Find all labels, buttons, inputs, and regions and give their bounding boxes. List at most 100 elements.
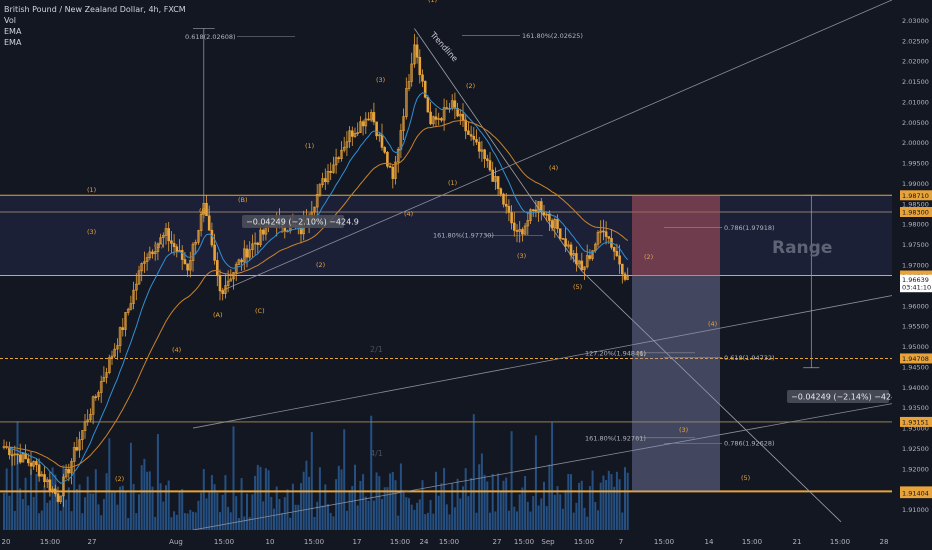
volume-bar [111,492,113,530]
volume-bar [399,463,402,530]
volume-bar [16,421,19,530]
candle-body [548,213,551,221]
candle-body [583,266,586,271]
candle-body [216,260,219,277]
volume-bar [248,517,251,530]
volume-bar [510,431,513,530]
candle-body [458,113,462,117]
volume-bar [224,475,227,530]
volume-bar [532,496,535,530]
volume-bar [345,510,348,530]
candle-body [477,141,481,152]
candle-body [332,164,335,173]
time-tick: 7 [619,538,623,546]
wave-label: (3) [679,426,688,434]
volume-bar [92,493,95,530]
candle-body [442,107,446,121]
volume-bar [19,488,22,530]
stop-zone [632,195,720,276]
volume-bar [8,495,11,530]
volume-bar [35,473,38,530]
volume-bar [175,514,178,530]
price-tag-label: 1.96639 [902,276,929,284]
candle-body [496,176,500,189]
symbol-title[interactable]: British Pound / New Zealand Dollar, 4h, … [4,5,186,14]
price-tick: 1.94500 [902,363,929,371]
volume-bar [405,497,408,530]
candle-body [391,166,395,179]
wave-label: (2) [316,261,325,269]
candle-body [615,250,619,257]
candle-body [475,139,478,143]
candle-body [72,447,76,462]
volume-bar [337,465,340,530]
volume-bar [59,510,62,530]
candle-body [334,157,338,166]
candle-body [191,243,195,261]
wave-label: (4) [708,320,717,328]
volume-bar [321,505,324,530]
volume-bar [170,517,173,530]
candle-body [113,348,116,357]
candle-body [575,253,578,265]
volume-bar [605,479,608,530]
candle-body [386,152,389,167]
candle-body [577,260,581,265]
candle-body [553,218,557,229]
candle-body [240,259,243,263]
volume-bar [524,476,527,530]
volume-bar [548,464,551,530]
candle-body [207,215,211,231]
candle-body [259,229,262,245]
price-tick: 1.92500 [902,445,929,453]
candle-body [37,464,41,477]
volume-bar [537,505,540,530]
volume-bar [75,488,78,530]
candle-body [313,206,316,213]
volume-bar [154,516,157,530]
price-tick: 2.02000 [902,58,929,66]
candle-body [253,242,257,245]
volume-bar [389,473,392,530]
volume-bar [213,484,216,530]
volume-bar [275,486,278,530]
volume-bar [343,429,346,530]
volume-bar [305,460,308,530]
study-volume[interactable]: Vol [4,16,16,25]
candle-body [32,461,36,467]
time-tick: 17 [353,538,362,546]
candle-body [445,107,449,109]
study-ema-slow[interactable]: EMA [4,38,22,47]
volume-bar [575,502,578,530]
price-tick: 1.99500 [902,160,929,168]
volume-bar [102,498,105,530]
candle-body [340,149,343,159]
volume-bar [526,501,529,530]
candle-body [256,242,260,245]
volume-bar [367,500,370,530]
candle-body [59,495,63,502]
volume-bar [372,500,375,530]
candle-body [464,119,468,132]
time-tick: 14 [705,538,714,546]
candle-body [488,160,492,171]
fan-line [192,295,893,429]
candle-body [145,257,149,262]
volume-bar [494,511,497,530]
volume-bar [456,478,459,530]
wave-label: (B) [238,196,248,204]
price-tag [900,274,932,285]
candle-body [348,130,351,143]
volume-bar [626,472,629,530]
time-tick: 15:00 [574,538,594,546]
volume-bar [202,469,205,530]
volume-bar [302,471,305,530]
price-tag [900,416,932,427]
time-tick: 15:00 [304,538,324,546]
study-ema-fast[interactable]: EMA [4,27,22,36]
candle-body [56,493,60,502]
time-tick: Aug [169,538,183,546]
volume-bar [221,494,224,530]
volume-bar [81,513,84,530]
